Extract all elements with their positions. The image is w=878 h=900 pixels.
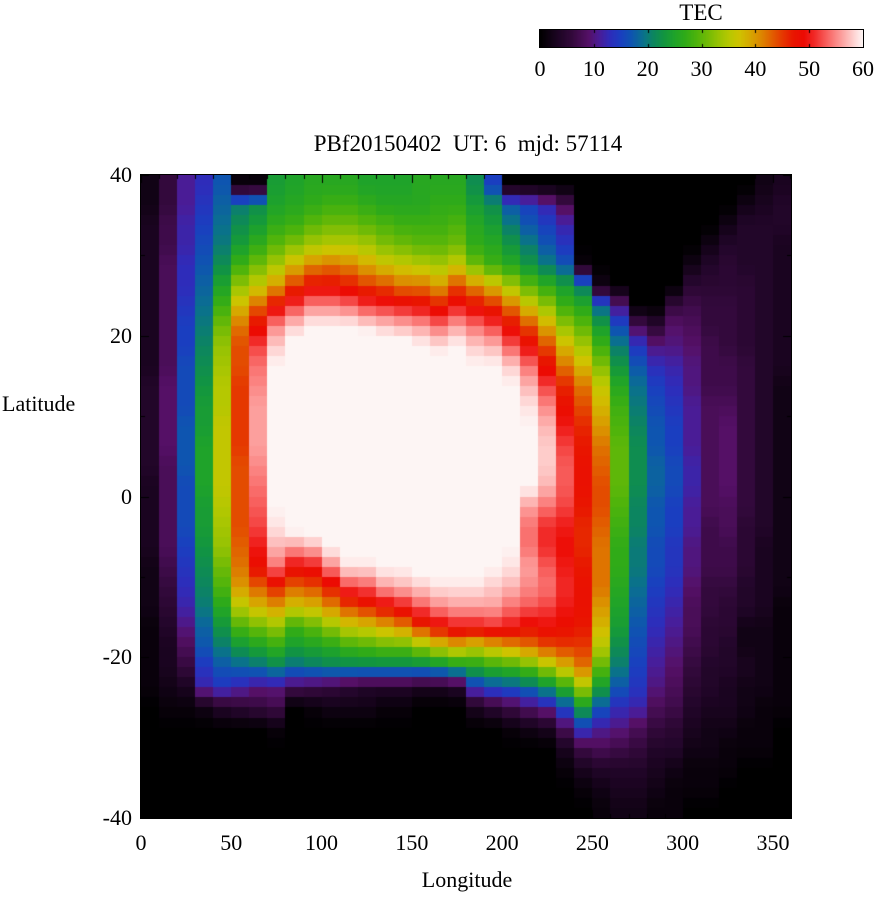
y-tick-label: -20 xyxy=(102,644,132,670)
colorbar-title: TEC xyxy=(679,0,723,25)
colorbar-gradient xyxy=(539,29,864,48)
y-tick-label: 20 xyxy=(110,322,132,348)
x-tick-label: 100 xyxy=(305,830,339,855)
colorbar-tick-label: 30 xyxy=(690,56,713,81)
x-axis-title: Longitude xyxy=(421,867,513,892)
x-tick-label: 50 xyxy=(220,830,243,855)
colorbar-tick-label: 50 xyxy=(798,56,821,81)
x-tick-label: 200 xyxy=(485,830,519,855)
y-tick-label: 40 xyxy=(110,162,132,187)
colorbar-tick-label: 0 xyxy=(534,56,546,81)
tec-heatmap xyxy=(140,174,792,819)
colorbar-tick-label: 60 xyxy=(852,56,874,81)
colorbar-tick-label: 40 xyxy=(744,56,767,81)
x-tick-label: 350 xyxy=(756,830,790,855)
y-tick-label: 0 xyxy=(121,483,132,509)
colorbar-tick-label: 10 xyxy=(582,56,605,81)
x-tick-label: 300 xyxy=(666,830,700,855)
y-axis-title: Latitude xyxy=(2,391,76,416)
colorbar-tick-label: 20 xyxy=(636,56,659,81)
plot-title: PBf20150402 UT: 6 mjd: 57114 xyxy=(313,131,623,156)
x-tick-label: 150 xyxy=(395,830,429,855)
x-tick-label: 250 xyxy=(575,830,609,855)
x-tick-label: 0 xyxy=(135,830,147,855)
y-tick-label: -40 xyxy=(102,805,132,830)
